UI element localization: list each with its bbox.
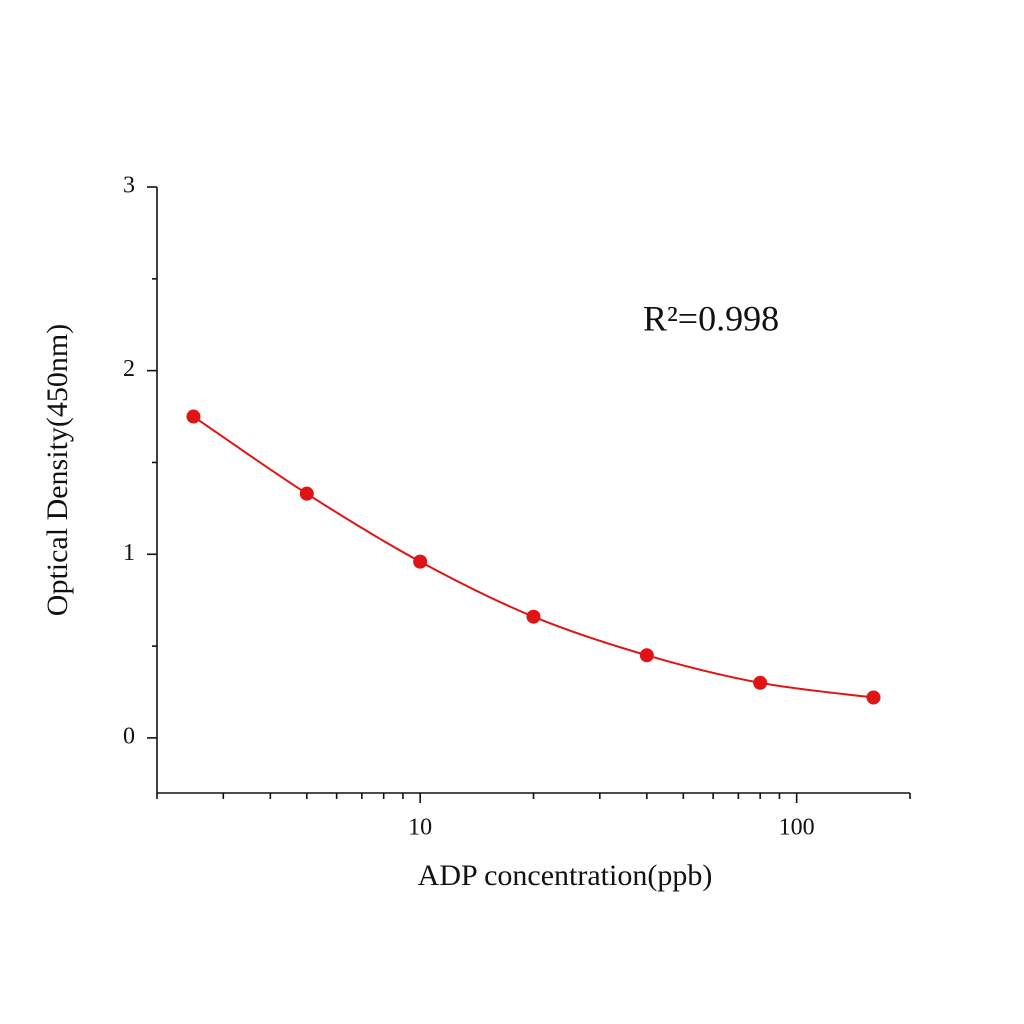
y-tick-label: 3 xyxy=(123,173,135,199)
annotation: R²=0.998 xyxy=(643,298,779,338)
data-point xyxy=(299,486,314,501)
x-tick-label: 10 xyxy=(408,815,432,841)
data-point xyxy=(526,609,541,624)
y-tick-label: 1 xyxy=(123,540,135,566)
data-point xyxy=(866,690,881,705)
data-point xyxy=(413,554,428,569)
x-tick-label: 100 xyxy=(779,815,815,841)
y-tick-label: 2 xyxy=(123,356,135,382)
y-tick-label: 0 xyxy=(123,723,135,749)
fit-curve xyxy=(192,415,874,699)
data-point xyxy=(753,675,768,690)
y-axis-title: Optical Density(450nm) xyxy=(41,324,74,616)
x-axis-title: ADP concentration(ppb) xyxy=(418,859,713,892)
data-point xyxy=(639,648,654,663)
data-point xyxy=(186,409,201,424)
